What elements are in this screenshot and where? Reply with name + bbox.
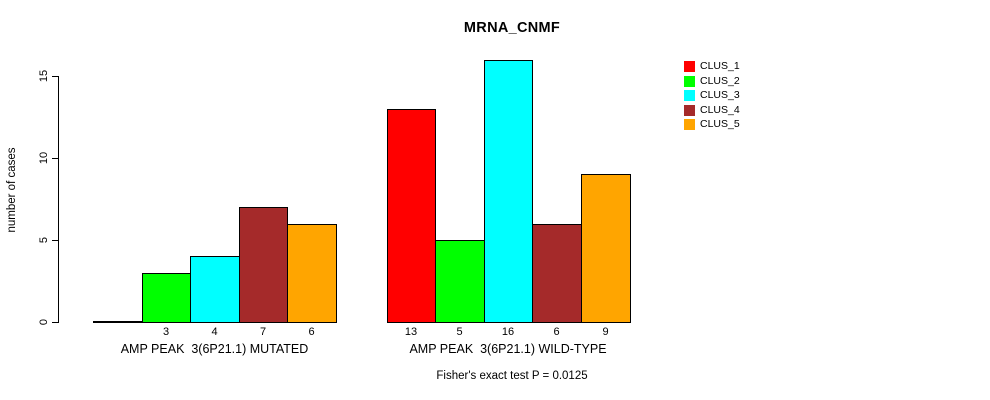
bar-value-clus_4-mutated: 7 [259,326,267,338]
legend-swatch-clus_1 [684,61,695,72]
y-tick-0 [52,322,58,323]
chart-title: MRNA_CNMF [463,20,561,36]
bar-clus_3-wild-type [484,60,533,323]
y-tick-label-15: 15 [38,69,50,83]
bar-clus_4-mutated [239,207,288,323]
bar-clus_1-mutated [93,321,143,323]
y-tick-5 [52,240,58,241]
bar-value-clus_3-mutated: 4 [211,326,218,338]
legend-item-clus_2: CLUS_2 [684,74,740,87]
y-tick-label-0: 0 [38,318,50,326]
bar-value-clus_5-wild-type: 9 [602,326,609,338]
legend-item-clus_4: CLUS_4 [684,103,740,116]
bar-clus_3-mutated [190,256,240,323]
bar-clus_2-mutated [142,273,191,323]
annotation-fisher-test: Fisher's exact test P = 0.0125 [436,370,588,382]
bar-clus_5-mutated [287,224,337,323]
y-tick-label-5: 5 [38,236,50,244]
legend-item-clus_3: CLUS_3 [684,90,740,101]
bar-clus_4-wild-type [532,224,582,323]
bar-value-clus_1-wild-type: 13 [404,326,418,338]
legend-swatch-clus_5 [684,119,695,130]
y-tick-label-10: 10 [38,151,50,165]
legend-swatch-clus_2 [684,75,695,87]
y-tick-15 [52,76,58,77]
y-tick-10 [52,158,58,159]
legend-label-clus_5: CLUS_5 [700,118,740,130]
group-label-mutated: AMP PEAK 3(6P21.1) MUTATED [120,342,309,356]
y-axis-line [58,76,59,323]
bar-value-clus_5-mutated: 6 [308,326,315,338]
legend-item-clus_5: CLUS_5 [684,119,740,130]
bar-value-clus_2-wild-type: 5 [456,326,463,338]
bar-value-clus_3-wild-type: 16 [501,326,515,338]
bar-value-clus_2-mutated: 3 [162,326,170,338]
legend-label-clus_3: CLUS_3 [700,89,740,101]
legend-label-clus_4: CLUS_4 [700,103,740,116]
legend-label-clus_1: CLUS_1 [700,60,740,72]
bar-clus_1-wild-type [387,109,436,323]
legend: CLUS_1 CLUS_2 CLUS_3 CLUS_4 CLUS_5 [684,61,740,134]
legend-item-clus_1: CLUS_1 [684,61,740,72]
bar-value-clus_4-wild-type: 6 [553,326,560,338]
group-label-wild-type: AMP PEAK 3(6P21.1) WILD-TYPE [409,342,607,356]
legend-label-clus_2: CLUS_2 [700,74,740,87]
legend-swatch-clus_4 [684,104,695,116]
legend-swatch-clus_3 [684,90,695,101]
bar-clus_2-wild-type [435,240,485,323]
bar-clus_5-wild-type [581,174,631,323]
